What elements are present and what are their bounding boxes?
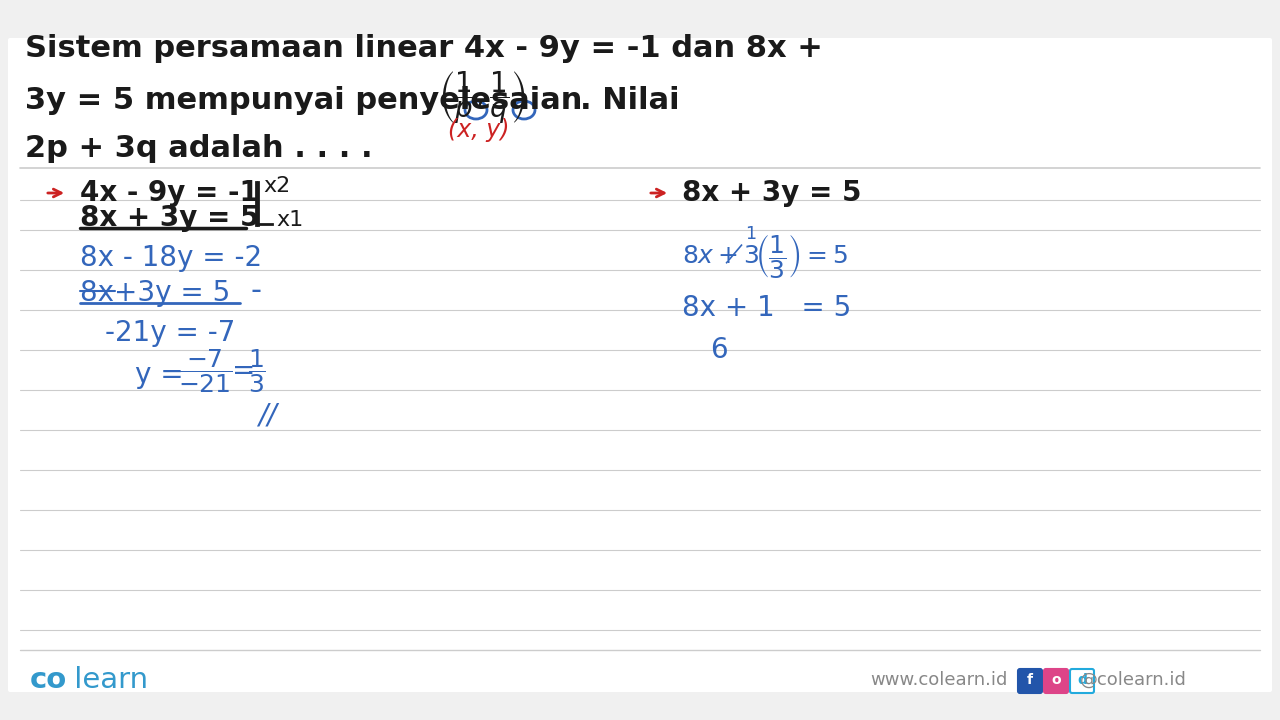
FancyBboxPatch shape	[1044, 669, 1068, 693]
Text: y =: y =	[134, 361, 183, 389]
Text: 8x - 18y = -2: 8x - 18y = -2	[79, 244, 262, 272]
Text: =: =	[232, 357, 256, 385]
Text: @colearn.id: @colearn.id	[1080, 671, 1187, 689]
Text: www.colearn.id: www.colearn.id	[870, 671, 1007, 689]
Text: 8x + 1   = 5: 8x + 1 = 5	[682, 294, 851, 322]
Text: -21y = -7: -21y = -7	[105, 319, 236, 347]
Text: 2p + 3q adalah . . . .: 2p + 3q adalah . . . .	[26, 133, 372, 163]
Text: 8x+3y = 5: 8x+3y = 5	[79, 279, 230, 307]
FancyBboxPatch shape	[8, 38, 1272, 692]
Text: 6: 6	[710, 336, 727, 364]
Text: $\dfrac{1}{3}$: $\dfrac{1}{3}$	[248, 347, 266, 395]
FancyBboxPatch shape	[1018, 669, 1042, 693]
Text: f: f	[1027, 673, 1033, 687]
Text: x2: x2	[262, 176, 291, 196]
Text: 3y = 5 mempunyai penyelesaian: 3y = 5 mempunyai penyelesaian	[26, 86, 582, 114]
Text: -: -	[250, 276, 261, 305]
Text: $\left(\dfrac{1}{p},\dfrac{1}{q}\right)$: $\left(\dfrac{1}{p},\dfrac{1}{q}\right)$	[438, 69, 526, 125]
Text: d: d	[1076, 673, 1087, 687]
Text: Sistem persamaan linear 4x - 9y = -1 dan 8x +: Sistem persamaan linear 4x - 9y = -1 dan…	[26, 34, 823, 63]
Text: 8x + 3y = 5: 8x + 3y = 5	[79, 204, 260, 232]
Text: //: //	[259, 401, 276, 429]
Text: o: o	[1051, 673, 1061, 687]
Text: 4x - 9y = -1: 4x - 9y = -1	[79, 179, 259, 207]
Text: x1: x1	[276, 210, 303, 230]
Text: learn: learn	[65, 666, 148, 694]
Text: $8x + \overset{1}{\not{3}}\!\left(\dfrac{1}{3}\right) = 5$: $8x + \overset{1}{\not{3}}\!\left(\dfrac…	[682, 225, 849, 282]
Text: . Nilai: . Nilai	[580, 86, 680, 114]
Text: co: co	[29, 666, 68, 694]
Text: $\dfrac{-7}{-21}$: $\dfrac{-7}{-21}$	[178, 347, 233, 395]
Text: (x, y): (x, y)	[448, 118, 509, 142]
Text: 8x + 3y = 5: 8x + 3y = 5	[682, 179, 861, 207]
